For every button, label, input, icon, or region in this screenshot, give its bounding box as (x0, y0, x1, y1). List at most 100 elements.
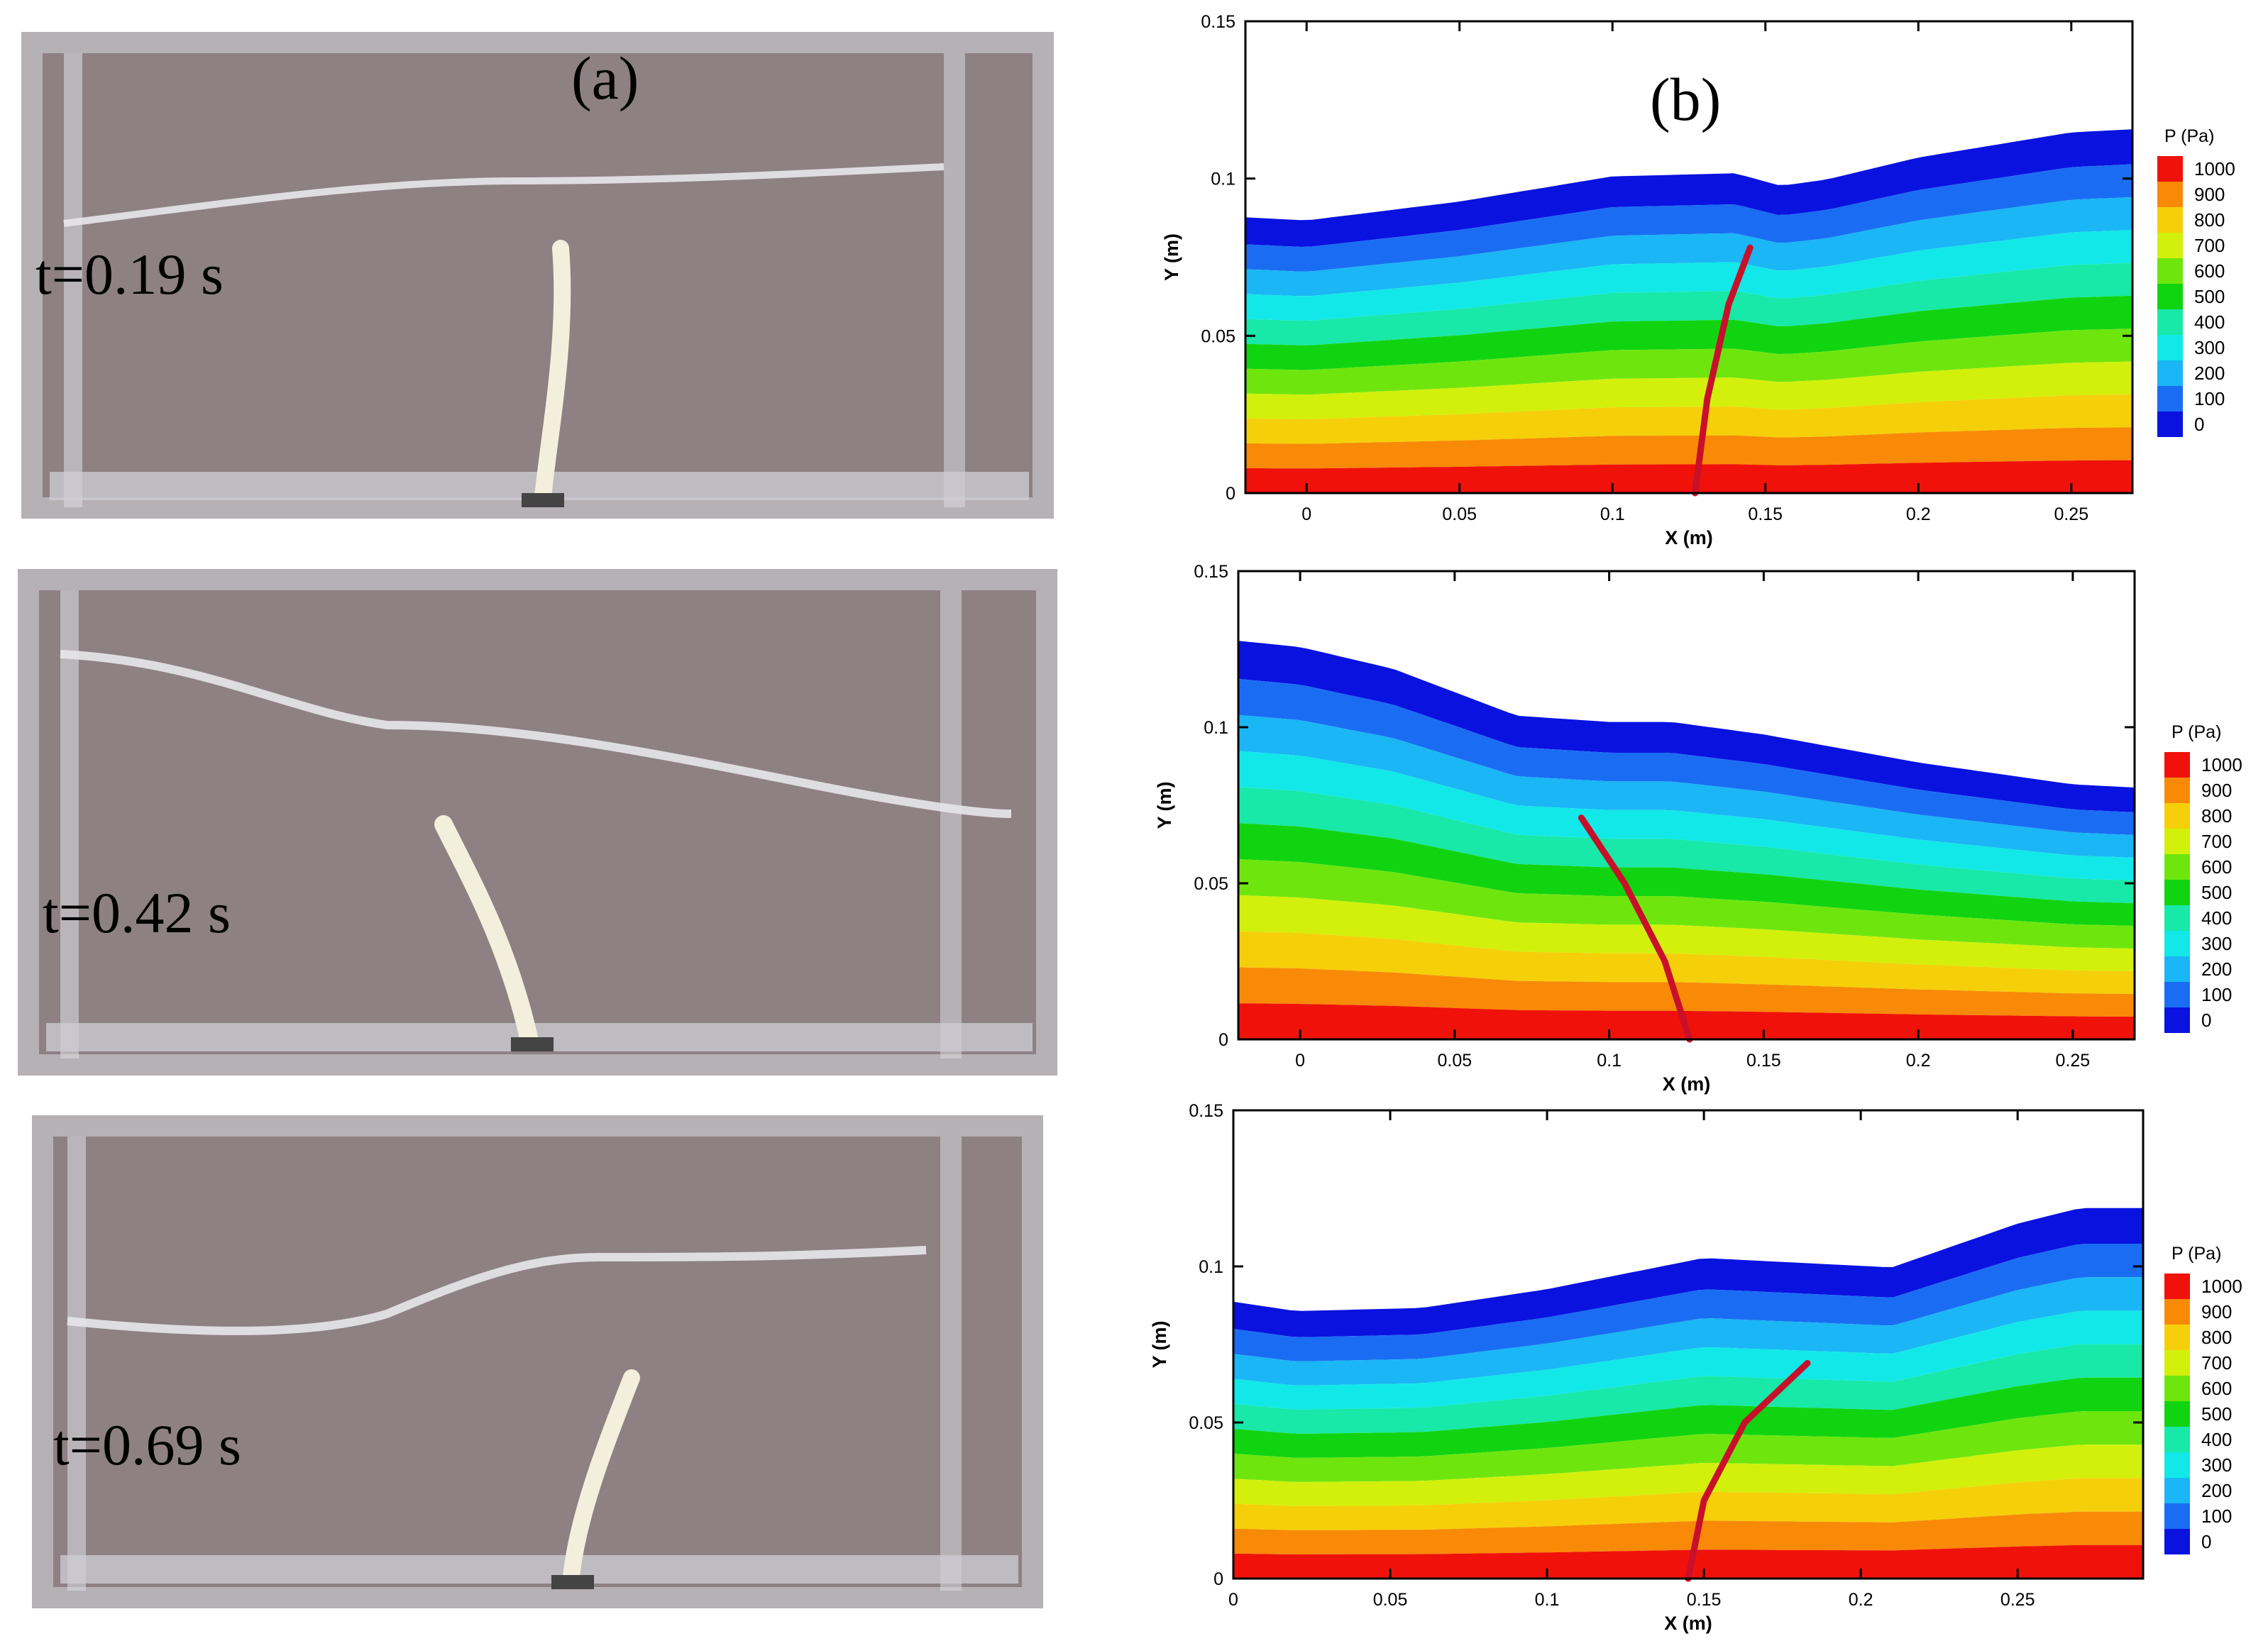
tank-background (21, 32, 1054, 519)
y-tick-label: 0.05 (1194, 874, 1228, 894)
pressure-band (1238, 895, 2135, 971)
legend-title: P (Pa) (2164, 126, 2214, 146)
legend-swatch (2157, 233, 2183, 258)
pressure-field (1233, 1210, 2143, 1579)
flexible-plate (563, 1369, 640, 1585)
legend-swatch (2164, 1401, 2190, 1427)
legend-label: 300 (2201, 933, 2232, 954)
legend-label: 800 (2194, 209, 2225, 231)
water-surface (63, 163, 945, 227)
plate-mount (522, 493, 564, 507)
flap-line (1692, 244, 1754, 497)
legend-label: 1000 (2194, 158, 2235, 179)
legend-swatch (2157, 360, 2183, 386)
legend-swatch (2164, 803, 2190, 829)
x-tick-label: 0.05 (1442, 504, 1477, 524)
x-tick-label: 0.25 (2000, 1590, 2035, 1610)
pressure-band (1245, 295, 2132, 370)
y-tick-label: 0.1 (1204, 718, 1228, 738)
legend-swatch (2164, 905, 2190, 931)
legend-label: 800 (2201, 1327, 2232, 1348)
pressure-band (1245, 230, 2132, 321)
photo-a2 (18, 569, 1057, 1076)
legend-title: P (Pa) (2171, 722, 2221, 742)
plot-frame (1232, 1109, 2145, 1580)
x-tick-label: 0.25 (2056, 1051, 2091, 1071)
plate-mount (551, 1575, 594, 1589)
legend-label: 400 (2201, 1429, 2232, 1450)
legend-label: 1000 (2201, 1276, 2242, 1297)
flap-line (1578, 814, 1693, 1043)
legend-swatch (2164, 1478, 2190, 1503)
pressure-plot-3: 0 0.05 0.1 0.15 0.2 0.25 0 0.05 0.1 0.15 X (m) Y (m… (1149, 1101, 2242, 1634)
x-tick-label: 0 (1301, 504, 1311, 524)
legend-swatch (2164, 752, 2190, 778)
x-tick-label: 0.1 (1535, 1590, 1560, 1610)
pressure-band (1245, 131, 2132, 247)
pressure-band (1245, 427, 2132, 469)
pressure-plot-1: 0 0.05 0.1 0.15 0.2 0.25 0 0.05 0.1 0.15 X (m) Y (m… (1161, 12, 2235, 548)
legend-label: 0 (2201, 1010, 2211, 1031)
time-label-2: t=0.42 s (43, 880, 231, 945)
y-tick-label: 0.1 (1199, 1257, 1223, 1277)
legend-label: 0 (2194, 414, 2204, 435)
flap-line (1685, 1359, 1811, 1582)
pressure-band (1245, 361, 2132, 419)
time-label-1: t=0.19 s (35, 242, 224, 306)
x-tick-label: 0.05 (1373, 1590, 1408, 1610)
pressure-band (1238, 967, 2135, 1017)
legend-label: 200 (2201, 1480, 2232, 1501)
legend-swatch (2164, 1376, 2190, 1401)
pressure-band (1233, 1310, 2143, 1410)
photo-a1 (21, 32, 1054, 519)
legend-swatch (2164, 880, 2190, 905)
pressure-band (1245, 164, 2132, 272)
y-tick-label: 0.05 (1189, 1413, 1223, 1433)
legend-label: 900 (2194, 184, 2225, 205)
x-tick-label: 0.25 (2054, 504, 2088, 524)
legend-swatch (2164, 1325, 2190, 1350)
plate-mount (511, 1037, 554, 1051)
pressure-band (1233, 1344, 2143, 1434)
legend-swatch (2164, 1529, 2190, 1554)
legend-swatch (2164, 1299, 2190, 1325)
legend-label: 700 (2201, 831, 2232, 852)
legend-label: 1000 (2201, 754, 2242, 775)
pressure-band (1233, 1478, 2143, 1530)
legend-swatch (2157, 411, 2183, 437)
legend-swatch (2164, 778, 2190, 803)
legend-label: 400 (2201, 907, 2232, 929)
panel-label-b: (b) (1650, 65, 1722, 133)
legend-swatch (2164, 956, 2190, 982)
legend-swatch (2164, 1503, 2190, 1529)
x-tick-label: 0.2 (1849, 1590, 1873, 1610)
legend-swatch (2157, 156, 2183, 182)
legend-label: 500 (2201, 882, 2232, 903)
pressure-field (1245, 131, 2132, 493)
pressure-band (1238, 679, 2135, 835)
legend-label: 200 (2194, 363, 2225, 384)
pressure-band (1233, 1277, 2143, 1386)
pressure-band (1238, 859, 2135, 949)
pressure-field (1238, 643, 2135, 1039)
x-axis-label: X (m) (1664, 1613, 1712, 1634)
legend-swatch (2164, 931, 2190, 956)
plot-frame (1237, 570, 2136, 1041)
pressure-band (1238, 787, 2135, 903)
photo-a3 (32, 1115, 1043, 1608)
legend-label: 200 (2201, 958, 2232, 980)
x-tick-label: 0.15 (1746, 1051, 1781, 1071)
x-axis-label: X (m) (1663, 1073, 1711, 1095)
x-tick-label: 0.15 (1687, 1590, 1722, 1610)
free-surface-line (1245, 129, 2133, 225)
legend-label: 100 (2194, 388, 2225, 409)
y-tick-label: 0 (1213, 1569, 1223, 1589)
x-tick-label: 0 (1228, 1590, 1238, 1610)
legend-label: 500 (2201, 1403, 2232, 1425)
pressure-band (1233, 1511, 2143, 1554)
legend-swatch (2164, 1427, 2190, 1452)
tank-background (18, 569, 1057, 1076)
legend-swatch (2157, 258, 2183, 284)
